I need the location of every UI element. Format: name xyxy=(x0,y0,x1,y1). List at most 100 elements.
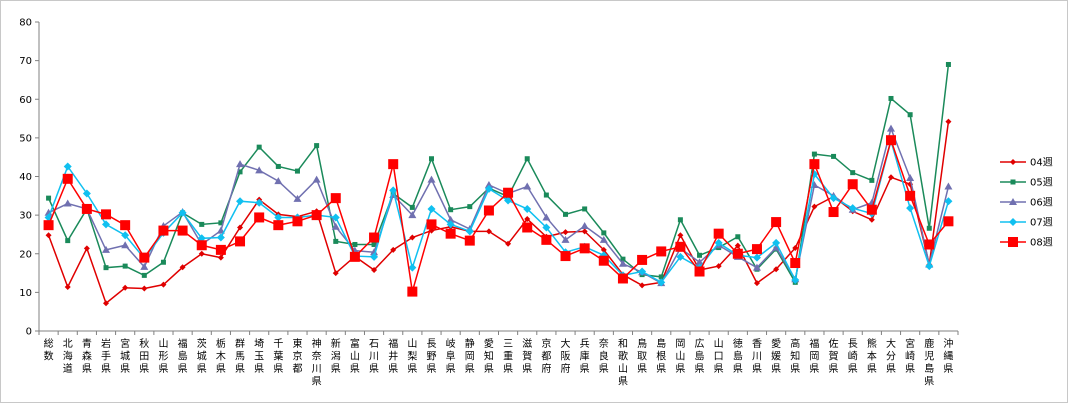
data-point xyxy=(103,265,109,271)
data-point xyxy=(45,232,52,239)
data-point xyxy=(483,205,494,216)
data-point xyxy=(943,216,954,227)
legend-marker xyxy=(1010,159,1016,165)
data-point xyxy=(579,243,590,254)
data-point xyxy=(639,282,646,289)
data-point xyxy=(216,233,225,242)
data-point xyxy=(734,242,741,249)
data-point xyxy=(541,234,552,245)
x-category-label: 鹿児島県 xyxy=(924,337,934,388)
y-tick-label: 80 xyxy=(19,18,32,29)
data-point xyxy=(237,169,243,175)
data-point xyxy=(829,194,838,203)
x-category-label: 石川県 xyxy=(369,339,379,375)
legend-label: 08週 xyxy=(1030,237,1053,249)
data-point xyxy=(600,246,607,253)
data-point xyxy=(732,248,743,259)
data-point xyxy=(866,204,877,215)
data-point xyxy=(887,174,894,181)
data-point xyxy=(925,262,934,271)
data-point xyxy=(792,244,799,251)
y-tick-label: 50 xyxy=(19,133,32,144)
x-category-label: 新潟県 xyxy=(331,337,341,375)
data-point xyxy=(236,197,245,206)
series-line xyxy=(47,121,950,305)
data-point xyxy=(638,267,647,276)
data-point xyxy=(292,216,303,227)
data-point xyxy=(333,238,339,244)
data-point xyxy=(694,266,705,277)
x-category-label: 山梨県 xyxy=(407,338,417,375)
x-category-label: 東京都 xyxy=(292,337,302,375)
data-point xyxy=(122,263,128,269)
data-point xyxy=(102,245,111,253)
data-point xyxy=(464,235,475,246)
x-category-label: 長崎県 xyxy=(848,338,858,375)
data-point xyxy=(906,204,915,213)
data-point xyxy=(869,177,875,183)
data-point xyxy=(677,232,684,239)
data-point xyxy=(926,225,932,231)
x-category-label: 京都府 xyxy=(541,337,551,375)
legend-label: 06週 xyxy=(1030,197,1053,209)
data-point xyxy=(562,229,569,236)
x-category-label: 愛媛県 xyxy=(771,337,781,375)
data-point xyxy=(428,156,434,162)
y-tick-label: 40 xyxy=(19,172,32,183)
x-category-label: 鳥取県 xyxy=(637,337,647,375)
data-point xyxy=(599,251,608,260)
data-point xyxy=(254,212,265,223)
data-point xyxy=(658,274,664,280)
data-point xyxy=(407,286,418,297)
x-category-label: 三重県 xyxy=(503,339,513,375)
series-5 xyxy=(43,135,954,297)
data-point xyxy=(255,198,264,207)
data-point xyxy=(102,220,111,229)
data-point xyxy=(370,252,379,261)
data-point xyxy=(352,241,358,247)
legend-item: 04週 xyxy=(1000,157,1053,169)
data-point xyxy=(753,280,760,287)
x-category-label: 岡山県 xyxy=(675,338,685,375)
x-category-label: 秋田県 xyxy=(139,337,149,375)
data-point xyxy=(524,156,530,162)
data-point xyxy=(751,244,762,255)
data-point xyxy=(120,220,131,231)
x-category-label: 宮城県 xyxy=(120,337,130,375)
data-point xyxy=(139,252,150,263)
data-point xyxy=(81,203,92,214)
x-category-label: 富山県 xyxy=(350,337,360,375)
data-point xyxy=(811,203,818,210)
data-point xyxy=(637,254,648,265)
data-point xyxy=(809,159,820,170)
data-point xyxy=(581,228,588,235)
data-point xyxy=(274,213,283,222)
data-point xyxy=(504,196,513,205)
data-point xyxy=(294,168,300,174)
data-point xyxy=(772,238,781,247)
data-point xyxy=(370,248,379,256)
data-point xyxy=(752,253,761,262)
data-point xyxy=(274,177,283,185)
x-category-label: 福島県 xyxy=(178,337,188,375)
data-point xyxy=(177,225,188,236)
x-category-label: 愛知県 xyxy=(484,337,494,375)
legend-marker xyxy=(1008,237,1018,247)
data-point xyxy=(657,278,666,287)
data-point xyxy=(714,238,723,247)
data-point xyxy=(772,243,781,251)
legend-item: 06週 xyxy=(1000,197,1053,209)
data-point xyxy=(773,266,780,273)
data-point xyxy=(63,162,72,171)
data-point xyxy=(446,220,455,229)
data-point xyxy=(160,259,166,265)
data-point xyxy=(523,204,532,213)
y-tick-label: 10 xyxy=(19,288,32,299)
data-point xyxy=(273,220,284,231)
data-point xyxy=(409,204,415,210)
data-point xyxy=(542,213,551,221)
data-point xyxy=(560,251,571,262)
x-category-label: 静岡県 xyxy=(465,337,475,375)
